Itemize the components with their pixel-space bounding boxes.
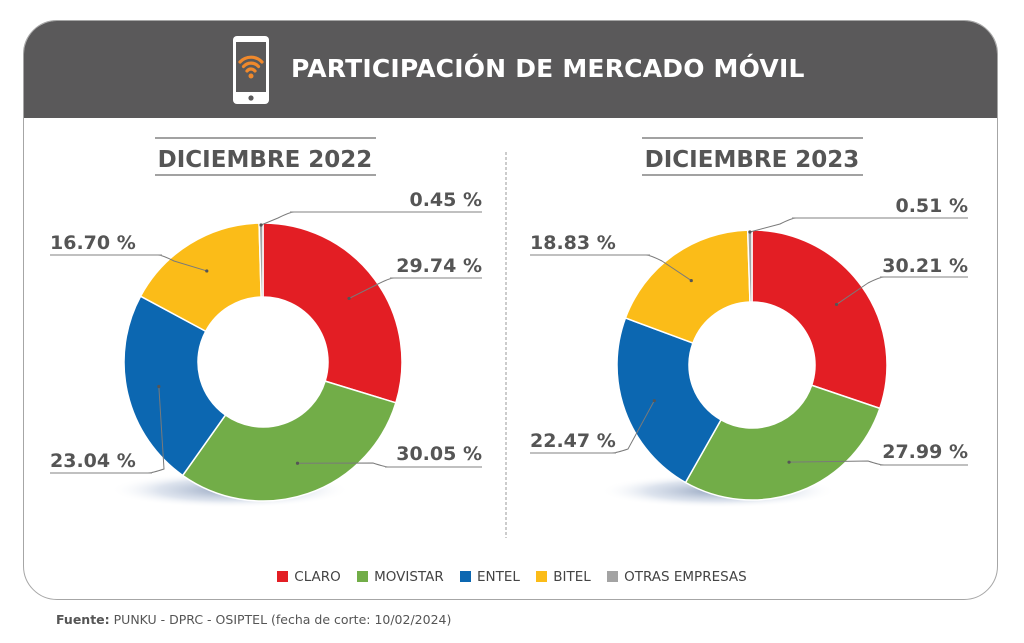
- data-label-movistar: 30.05 %: [396, 443, 482, 465]
- legend-label: MOVISTAR: [374, 569, 444, 585]
- data-label-movistar: 27.99 %: [882, 441, 968, 463]
- data-label-entel: 23.04 %: [50, 450, 136, 472]
- legend-swatch: [357, 571, 369, 582]
- leader-dot: [295, 461, 300, 465]
- data-label-otras-empresas: 0.45 %: [409, 189, 482, 211]
- header-title: PARTICIPACIÓN DE MERCADO MÓVIL: [291, 54, 805, 83]
- leader-dot: [787, 460, 791, 464]
- donut-slice-otras-empresas: [258, 222, 264, 298]
- source-note: Fuente: PUNKU - DPRC - OSIPTEL (fecha de…: [56, 612, 451, 627]
- legend-item-movistar: MOVISTAR: [357, 569, 444, 585]
- donut-slice-otras-empresas: [746, 229, 753, 303]
- legend-label: OTRAS EMPRESAS: [624, 569, 747, 585]
- source-text: PUNKU - DPRC - OSIPTEL (fecha de corte: …: [109, 612, 452, 627]
- leader-dot: [205, 269, 209, 273]
- data-label-claro: 29.74 %: [396, 255, 482, 277]
- data-label-bitel: 16.70 %: [50, 232, 136, 254]
- data-label-bitel: 18.83 %: [530, 232, 616, 254]
- legend-swatch: [536, 571, 548, 582]
- legend-label: ENTEL: [477, 569, 520, 585]
- donut-chart-2022: DICIEMBRE 2022 29.74 % 30.05 % 23.04 % 16.7…: [50, 137, 482, 508]
- donut-slice-entel: [616, 317, 722, 484]
- leader-dot: [347, 296, 351, 301]
- chart-title: DICIEMBRE 2022: [158, 147, 373, 173]
- donut-slice-bitel: [624, 229, 751, 345]
- donut-slice-entel: [123, 295, 227, 477]
- legend-label: BITEL: [553, 569, 591, 585]
- donut-slice-claro: [751, 229, 888, 410]
- legend-item-bitel: BITEL: [536, 569, 591, 585]
- legend-item-entel: ENTEL: [460, 569, 520, 585]
- leader-line: [749, 217, 797, 233]
- legend-item-claro: CLARO: [277, 569, 341, 585]
- legend-item-otras-empresas: OTRAS EMPRESAS: [607, 569, 747, 585]
- legend-swatch: [277, 571, 289, 582]
- leader-dot: [259, 223, 263, 227]
- data-label-otras-empresas: 0.51 %: [895, 195, 968, 217]
- leader-dot: [689, 278, 693, 283]
- legend-swatch: [607, 571, 619, 582]
- leader-dot: [748, 230, 752, 234]
- donut-chart-2023: DICIEMBRE 2023 30.21 % 27.99 % 22.47 % 18.8…: [530, 137, 968, 508]
- leader-dot: [652, 399, 656, 403]
- donut-slice-movistar: [684, 384, 881, 501]
- leader-dot: [834, 302, 839, 307]
- source-prefix: Fuente:: [56, 612, 110, 627]
- legend: CLARO MOVISTAR ENTEL BITEL OTRAS EMPRESA…: [0, 569, 1024, 585]
- smartphone-wifi-icon: [233, 36, 269, 104]
- leader-dot: [157, 384, 161, 389]
- legend-label: CLARO: [294, 569, 341, 585]
- header-banner: PARTICIPACIÓN DE MERCADO MÓVIL: [24, 21, 997, 118]
- legend-swatch: [460, 571, 471, 582]
- chart-title: DICIEMBRE 2023: [645, 147, 860, 173]
- donut-slice-movistar: [181, 380, 397, 502]
- data-label-entel: 22.47 %: [530, 430, 616, 452]
- donut-slice-claro: [262, 222, 403, 404]
- data-label-claro: 30.21 %: [882, 255, 968, 277]
